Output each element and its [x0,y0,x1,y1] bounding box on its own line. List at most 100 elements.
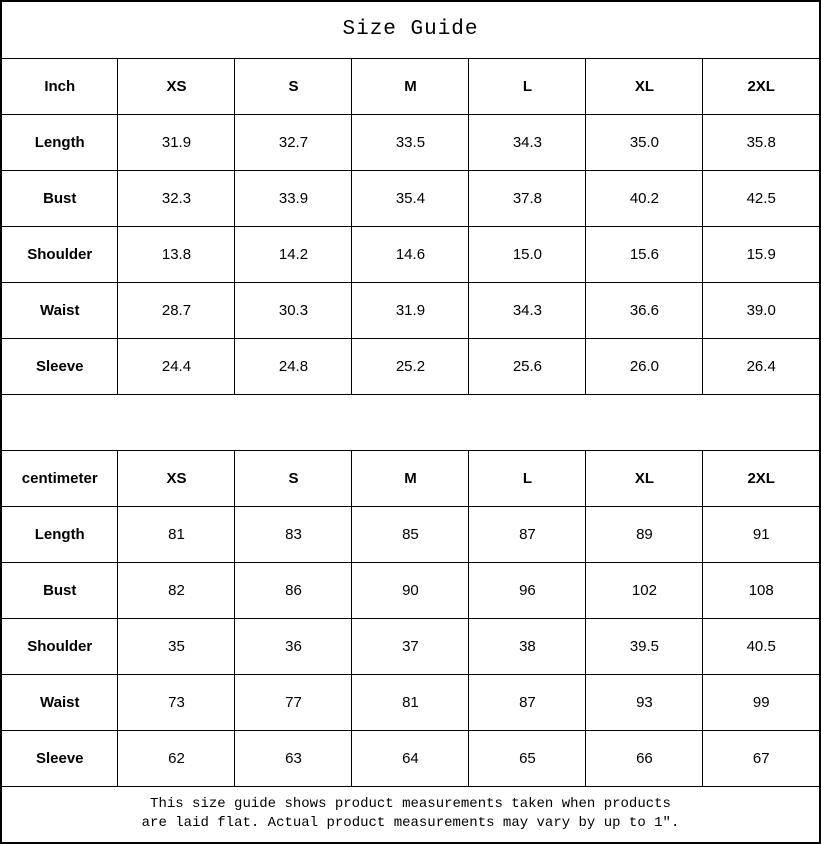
measurement-value-cell: 36 [234,617,353,675]
measurement-value-cell: 83 [234,505,353,563]
measurement-value-cell: 86 [234,561,353,619]
footer-row: This size guide shows product measuremen… [0,785,821,844]
measurement-value-cell: 14.6 [351,225,470,283]
measurement-value-cell: 28.7 [117,281,236,339]
title-row: Size Guide [0,0,821,59]
measurement-value-cell: 77 [234,673,353,731]
inch-table-section: Inch XS S M L XL 2XL Length 31.9 32.7 33.5 34.3 35.0… [0,57,821,395]
measurement-value-cell: 13.8 [117,225,236,283]
measurement-value-cell: 36.6 [585,281,704,339]
spacer-row [0,393,821,451]
measurement-value-cell: 82 [117,561,236,619]
measurement-value-cell: 89 [585,505,704,563]
measurement-value-cell: 35.8 [702,113,821,171]
measurement-value-cell: 25.6 [468,337,587,395]
measurement-value-cell: 42.5 [702,169,821,227]
measurement-value-cell: 30.3 [234,281,353,339]
measurement-value-cell: 64 [351,729,470,787]
measurement-value-cell: 40.2 [585,169,704,227]
measurement-value-cell: 32.3 [117,169,236,227]
footer-note: This size guide shows product measuremen… [0,785,821,844]
measurement-label-cell: Waist [0,673,119,731]
measurement-row: Bust 32.3 33.9 35.4 37.8 40.2 42.5 [0,169,821,227]
size-header-cell: XS [117,449,236,507]
measurement-value-cell: 35 [117,617,236,675]
measurement-label-cell: Length [0,113,119,171]
measurement-value-cell: 33.5 [351,113,470,171]
measurement-value-cell: 24.4 [117,337,236,395]
centimeter-table-section: centimeter XS S M L XL 2XL Length 81 83 85 87 89 91 Bu… [0,449,821,787]
spacer-section [0,393,821,451]
measurement-value-cell: 26.4 [702,337,821,395]
measurement-value-cell: 87 [468,673,587,731]
measurement-label-cell: Shoulder [0,225,119,283]
measurement-value-cell: 37 [351,617,470,675]
measurement-label-cell: Bust [0,169,119,227]
measurement-row: Length 31.9 32.7 33.5 34.3 35.0 35.8 [0,113,821,171]
measurement-value-cell: 62 [117,729,236,787]
measurement-value-cell: 14.2 [234,225,353,283]
measurement-label-cell: Length [0,505,119,563]
measurement-value-cell: 67 [702,729,821,787]
measurement-label-cell: Sleeve [0,337,119,395]
measurement-value-cell: 93 [585,673,704,731]
measurement-row: Bust 82 86 90 96 102 108 [0,561,821,619]
measurement-row: Waist 28.7 30.3 31.9 34.3 36.6 39.0 [0,281,821,339]
measurement-label-cell: Shoulder [0,617,119,675]
size-header-cell: M [351,449,470,507]
measurement-value-cell: 81 [351,673,470,731]
measurement-value-cell: 38 [468,617,587,675]
measurement-value-cell: 73 [117,673,236,731]
size-header-cell: XS [117,57,236,115]
measurement-value-cell: 63 [234,729,353,787]
measurement-row: Shoulder 13.8 14.2 14.6 15.0 15.6 15.9 [0,225,821,283]
measurement-label-cell: Bust [0,561,119,619]
measurement-value-cell: 40.5 [702,617,821,675]
size-header-row: Inch XS S M L XL 2XL [0,57,821,115]
measurement-value-cell: 35.0 [585,113,704,171]
measurement-value-cell: 15.0 [468,225,587,283]
measurement-row: Sleeve 62 63 64 65 66 67 [0,729,821,787]
measurement-value-cell: 37.8 [468,169,587,227]
measurement-value-cell: 35.4 [351,169,470,227]
footer-note-line2: are laid flat. Actual product measuremen… [141,815,680,832]
size-header-cell: M [351,57,470,115]
footer-note-line1: This size guide shows product measuremen… [150,795,671,812]
measurement-label-cell: Waist [0,281,119,339]
measurement-value-cell: 90 [351,561,470,619]
unit-header-cell: centimeter [0,449,119,507]
measurement-value-cell: 34.3 [468,113,587,171]
size-header-cell: XL [585,57,704,115]
size-header-cell: L [468,57,587,115]
size-header-cell: XL [585,449,704,507]
measurement-value-cell: 81 [117,505,236,563]
measurement-value-cell: 34.3 [468,281,587,339]
measurement-row: Waist 73 77 81 87 93 99 [0,673,821,731]
measurement-value-cell: 108 [702,561,821,619]
size-header-cell: S [234,449,353,507]
size-header-cell: S [234,57,353,115]
measurement-value-cell: 66 [585,729,704,787]
measurement-value-cell: 39.5 [585,617,704,675]
measurement-value-cell: 31.9 [117,113,236,171]
measurement-value-cell: 15.9 [702,225,821,283]
measurement-value-cell: 91 [702,505,821,563]
title-section: Size Guide [0,0,821,59]
measurement-value-cell: 26.0 [585,337,704,395]
page-title: Size Guide [0,0,821,59]
unit-header-cell: Inch [0,57,119,115]
measurement-value-cell: 39.0 [702,281,821,339]
measurement-value-cell: 32.7 [234,113,353,171]
measurement-label-cell: Sleeve [0,729,119,787]
measurement-row: Shoulder 35 36 37 38 39.5 40.5 [0,617,821,675]
measurement-row: Length 81 83 85 87 89 91 [0,505,821,563]
measurement-row: Sleeve 24.4 24.8 25.2 25.6 26.0 26.4 [0,337,821,395]
size-header-row: centimeter XS S M L XL 2XL [0,449,821,507]
footer-section: This size guide shows product measuremen… [0,785,821,844]
measurement-value-cell: 102 [585,561,704,619]
measurement-value-cell: 85 [351,505,470,563]
measurement-value-cell: 15.6 [585,225,704,283]
size-header-cell: 2XL [702,57,821,115]
spacer-cell [0,393,821,451]
